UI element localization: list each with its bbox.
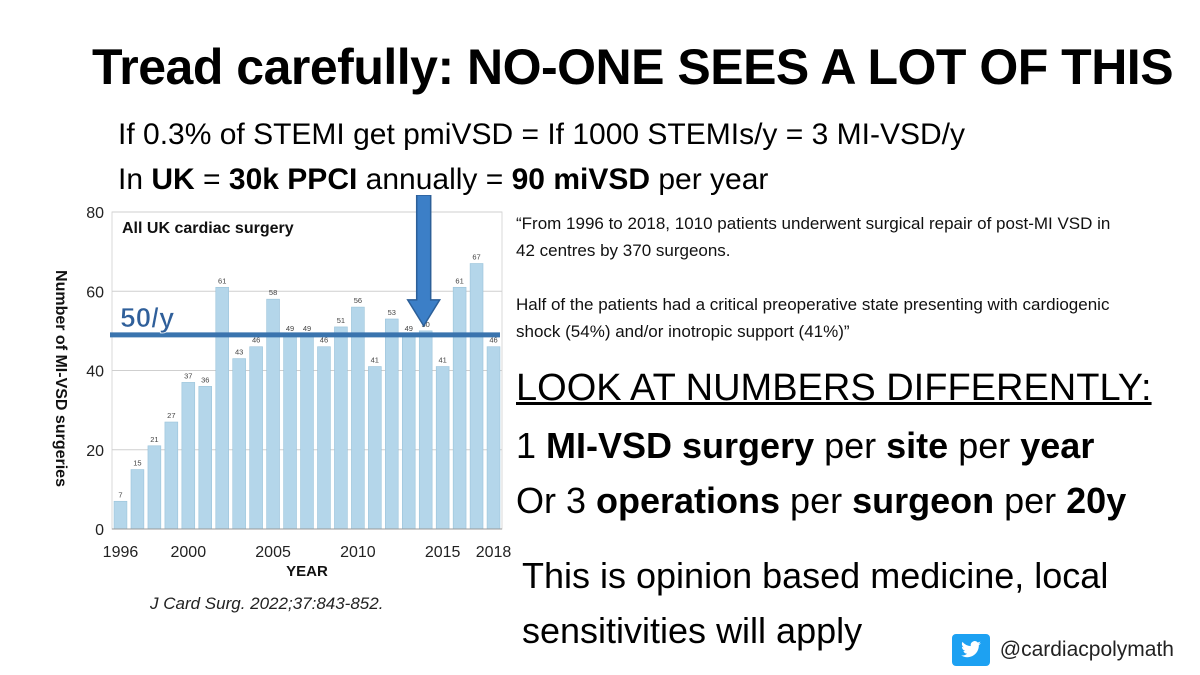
bar-value-label: 49 [405, 324, 413, 333]
x-tick-label: 1996 [103, 544, 139, 561]
per-site-text-1: 1 [516, 425, 547, 466]
bar-value-label: 46 [320, 336, 328, 345]
study-quote: “From 1996 to 2018, 1010 patients underw… [516, 210, 1116, 372]
bar-1998 [147, 445, 162, 530]
bar-value-label: 49 [286, 324, 294, 333]
bar-2009 [334, 326, 348, 530]
bar-2008 [317, 346, 331, 530]
bar-value-label: 56 [354, 296, 362, 305]
bar-value-label: 50 [422, 320, 430, 329]
bar-2002 [215, 286, 229, 530]
bar-2011 [368, 366, 382, 530]
slide-title: Tread carefully: NO-ONE SEES A LOT OF TH… [92, 39, 1174, 95]
uk-estimate-text-1: In [118, 163, 152, 196]
citation: J Card Surg. 2022;37:843-852. [150, 594, 384, 613]
stemi-rate-statement: If 0.3% of STEMI get pmiVSD = If 1000 ST… [118, 118, 965, 151]
bar-2006 [283, 334, 297, 530]
bar-2018 [486, 346, 501, 530]
bar-value-label: 7 [118, 490, 122, 499]
bar-value-label: 46 [252, 336, 260, 345]
per-site-bold-2: site [886, 425, 949, 466]
bar-2001 [198, 386, 213, 530]
bar-value-label: 51 [337, 316, 345, 325]
bar-value-label: 53 [388, 308, 396, 317]
uk-estimate-bold-1: UK [151, 163, 195, 196]
per-site-text-3: per [948, 425, 1021, 466]
y-tick-label: 20 [86, 443, 104, 460]
bar-2013 [401, 334, 416, 530]
bar-2017 [469, 263, 484, 530]
bar-value-label: 61 [218, 276, 226, 285]
per-surgeon-text-1: Or 3 [516, 480, 597, 521]
per-site-text-2: per [814, 425, 887, 466]
per-surgeon-bold-3: 20y [1066, 480, 1127, 521]
uk-estimate-statement: In UK = 30k PPCI annually = 90 miVSD per… [118, 163, 768, 197]
x-tick-label: 2010 [340, 544, 376, 561]
down-arrow-icon [406, 195, 442, 328]
x-tick-label: 2015 [425, 544, 461, 561]
bar-2007 [300, 334, 314, 530]
bar-2010 [351, 306, 365, 530]
bar-value-label: 21 [150, 435, 158, 444]
quote-paragraph-1: “From 1996 to 2018, 1010 patients underw… [516, 214, 1111, 260]
bar-value-label: 41 [371, 356, 379, 365]
uk-estimate-bold-2: 30k PPCI [228, 163, 358, 196]
quote-paragraph-2: Half of the patients had a critical preo… [516, 295, 1110, 341]
y-tick-label: 0 [95, 522, 104, 539]
per-surgeon-bold-2: surgeon [852, 480, 995, 521]
bar-2015 [435, 366, 450, 530]
per-site-statement: 1 MI-VSD surgery per site per year [516, 425, 1094, 467]
opinion-statement: This is opinion based medicine, local se… [522, 555, 1109, 651]
uk-estimate-text-3: annually = [357, 163, 512, 196]
per-surgeon-text-2: per [780, 480, 853, 521]
x-tick-label: 2018 [476, 544, 512, 561]
per-surgeon-bold-1: operations [596, 480, 781, 521]
x-tick-label: 2000 [171, 544, 207, 561]
twitter-bird-icon [951, 634, 990, 666]
bar-value-label: 15 [133, 459, 141, 468]
bar-2012 [385, 318, 399, 530]
bar-2004 [249, 346, 263, 530]
bar-value-label: 58 [269, 288, 277, 297]
bar-2014 [418, 330, 433, 530]
uk-estimate-text-4: per year [650, 163, 769, 196]
y-tick-label: 40 [86, 364, 104, 381]
per-surgeon-text-3: per [994, 480, 1067, 521]
y-tick-label: 60 [86, 284, 104, 301]
bar-value-label: 46 [489, 336, 497, 345]
chart-title: All UK cardiac surgery [122, 220, 294, 237]
bar-value-label: 41 [438, 356, 446, 365]
bar-1996 [113, 500, 128, 530]
reference-line-label: 50/y [120, 302, 175, 333]
per-site-bold-3: year [1020, 425, 1095, 466]
bar-value-label: 43 [235, 348, 243, 357]
bar-2003 [232, 358, 246, 530]
bar-2000 [181, 382, 196, 530]
bar-value-label: 67 [472, 253, 480, 262]
uk-estimate-text-2: = [194, 163, 229, 196]
x-axis-title: YEAR [286, 563, 328, 580]
y-axis-title: Number of MI-VSD surgeries [52, 270, 69, 487]
bar-1997 [130, 469, 145, 530]
mivsd-bar-chart: 0 20 40 60 80 7 15 21 27 37 36 61 43 46 58 49 49 46 51 56 41… [52, 195, 512, 580]
twitter-credit[interactable]: @cardiacpolymath [951, 634, 1174, 666]
per-site-bold-1: MI-VSD surgery [546, 425, 815, 466]
bar-value-label: 37 [184, 371, 192, 380]
bar-value-label: 49 [303, 324, 311, 333]
twitter-handle[interactable]: @cardiacpolymath [999, 638, 1174, 661]
y-tick-label: 80 [86, 205, 104, 222]
per-surgeon-statement: Or 3 operations per surgeon per 20y [516, 480, 1126, 522]
uk-estimate-bold-3: 90 miVSD [511, 163, 651, 196]
bar-value-label: 36 [201, 375, 209, 384]
bar-value-label: 61 [455, 276, 463, 285]
look-heading: LOOK AT NUMBERS DIFFERENTLY: [516, 367, 1152, 409]
bar-2016 [452, 286, 467, 530]
bar-1999 [164, 421, 179, 530]
x-tick-label: 2005 [255, 544, 291, 561]
bar-value-label: 27 [167, 411, 175, 420]
